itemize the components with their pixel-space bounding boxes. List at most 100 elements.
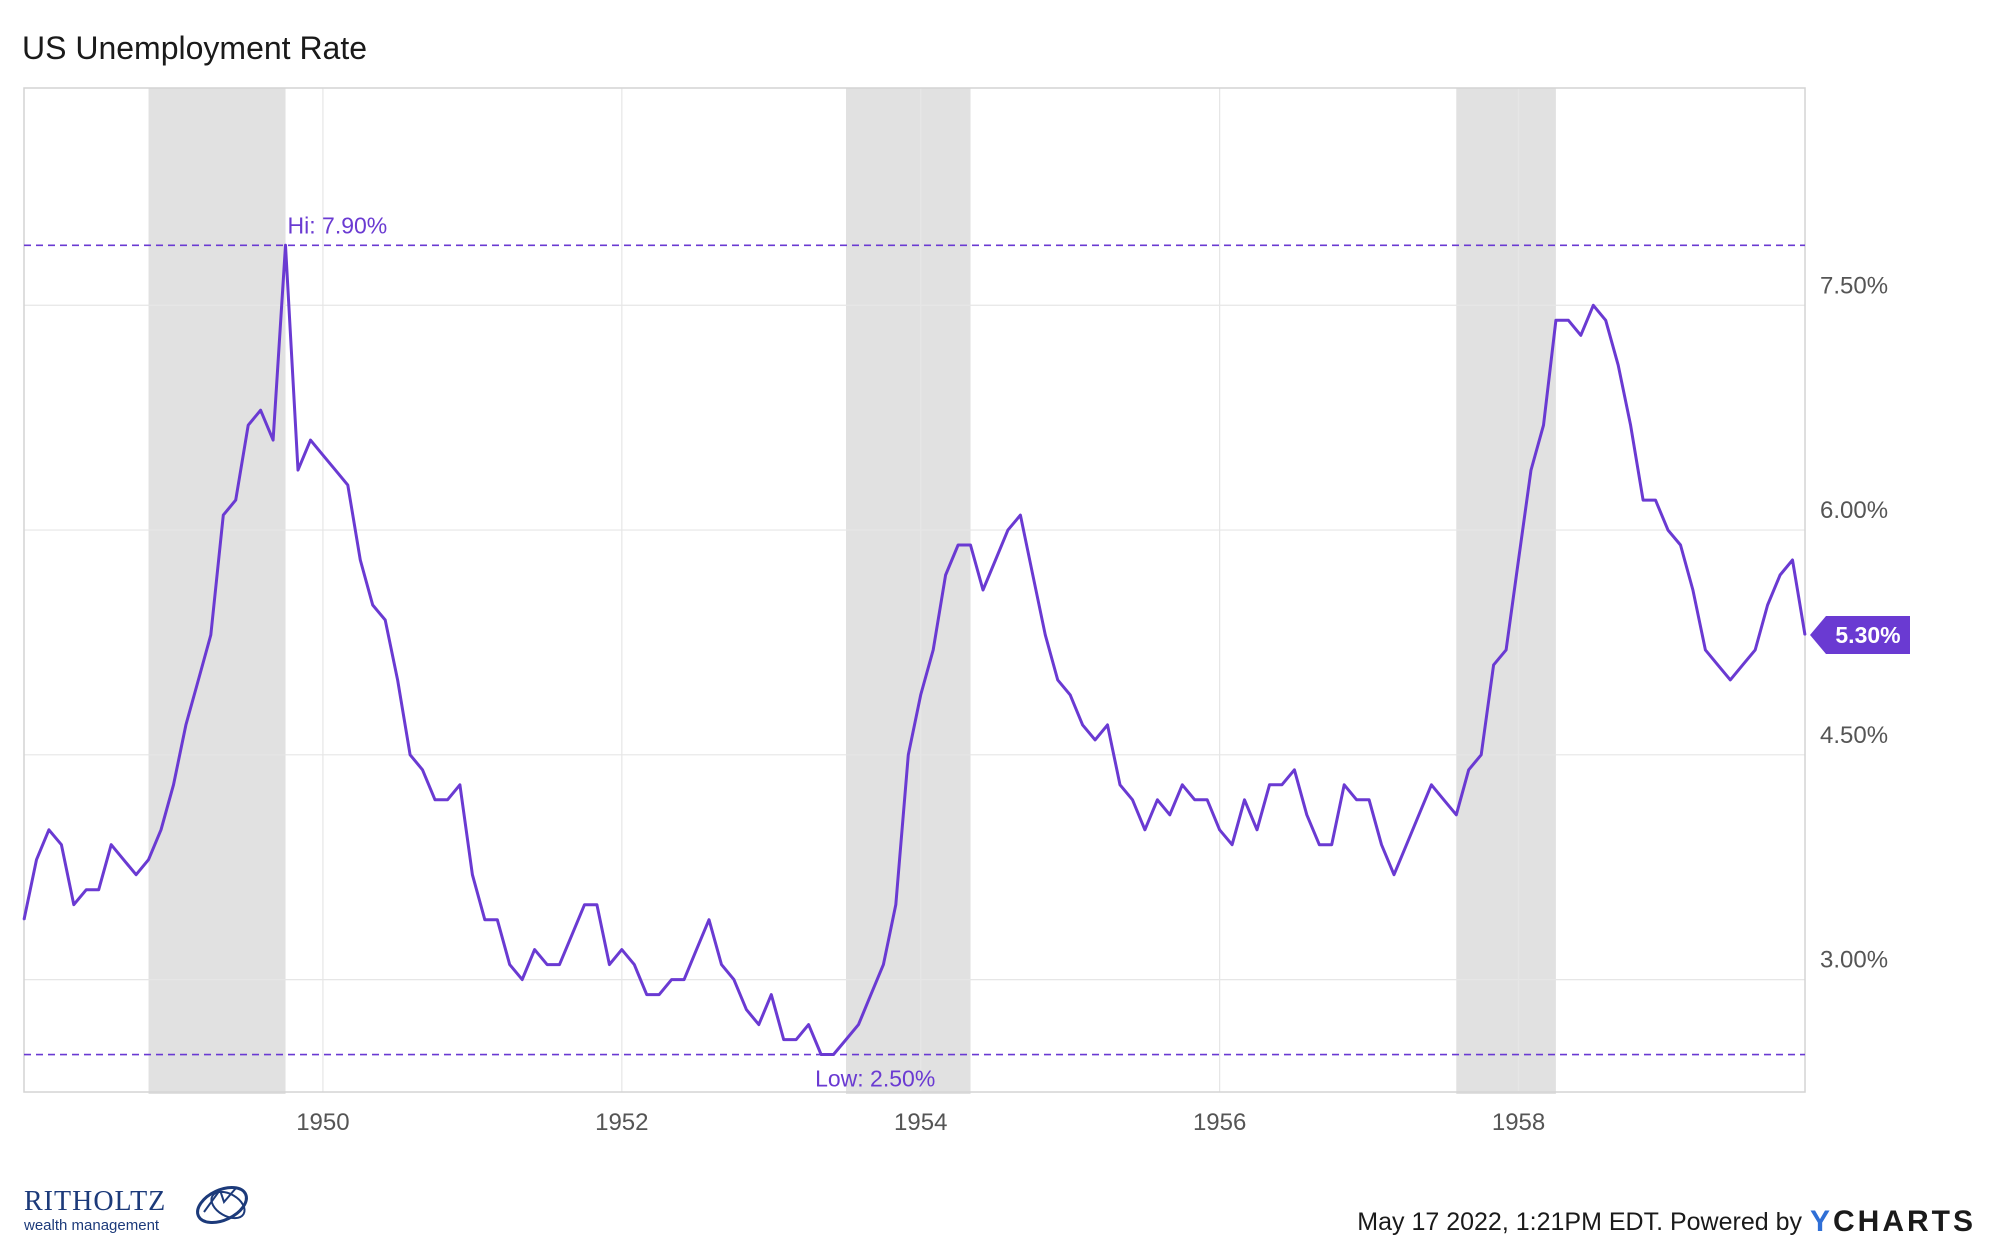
data-point — [396, 679, 399, 681]
data-point — [1542, 424, 1545, 426]
axis-labels: 3.00% 4.50% 6.00% 7.50% 1950 1952 1954 1956 1958 — [296, 272, 1888, 1136]
data-point — [1443, 798, 1445, 801]
data-point — [1791, 559, 1794, 561]
data-point — [1530, 469, 1532, 471]
data-point — [60, 843, 63, 846]
last-value-label: 5.30% — [1835, 622, 1900, 648]
data-point — [1368, 798, 1370, 801]
data-point — [1629, 424, 1632, 426]
data-point — [1330, 843, 1333, 846]
data-point — [1081, 724, 1084, 726]
high-annotation-label: Hi: 7.90% — [288, 212, 388, 238]
data-point — [1418, 813, 1420, 816]
data-point — [48, 828, 50, 831]
data-point — [297, 469, 299, 471]
data-point — [645, 993, 648, 996]
data-point — [670, 978, 673, 981]
x-tick-label: 1956 — [1193, 1109, 1246, 1136]
data-point — [1492, 664, 1495, 666]
data-point — [421, 769, 424, 771]
data-point — [1069, 694, 1071, 696]
data-point — [197, 679, 200, 681]
ycharts-logo-initial: Y — [1809, 1205, 1833, 1238]
series-layer — [22, 243, 1807, 1056]
data-point — [1094, 739, 1096, 741]
recession-band — [148, 88, 286, 1094]
data-point — [1604, 319, 1607, 322]
data-point — [533, 948, 536, 951]
data-point — [1306, 813, 1308, 816]
data-point — [247, 424, 249, 426]
y-tick-label: 6.00% — [1820, 497, 1888, 524]
logo-name: RITHOLTZ — [24, 1186, 167, 1217]
data-point — [758, 1023, 760, 1026]
logo-subtitle: wealth management — [24, 1217, 160, 1234]
data-point — [1131, 798, 1134, 801]
data-point — [1231, 843, 1233, 846]
logo-mark-icon — [196, 1186, 248, 1224]
x-tick-label: 1950 — [296, 1109, 349, 1136]
recession-bands — [148, 88, 1556, 1094]
data-point — [347, 484, 349, 486]
low-annotation-label: Low: 2.50% — [815, 1066, 935, 1092]
data-point — [1555, 319, 1557, 322]
series-line — [22, 243, 1807, 1056]
data-point — [820, 1053, 822, 1056]
data-point — [608, 963, 611, 966]
data-point — [23, 918, 25, 921]
data-point — [1480, 754, 1482, 756]
data-point — [1592, 304, 1595, 307]
data-point — [1218, 828, 1221, 831]
data-point — [1654, 499, 1657, 501]
data-point — [1754, 649, 1756, 651]
data-point — [222, 514, 225, 516]
data-point — [1642, 499, 1644, 501]
data-point — [633, 963, 636, 966]
data-point — [1455, 813, 1458, 816]
data-point — [1779, 574, 1781, 576]
data-point — [1380, 843, 1383, 846]
data-point — [1007, 529, 1009, 531]
data-point — [1156, 798, 1159, 801]
data-point — [546, 963, 548, 966]
data-point — [982, 589, 984, 591]
data-point — [1766, 604, 1769, 606]
data-point — [695, 948, 698, 951]
data-point — [683, 978, 685, 981]
data-point — [807, 1023, 810, 1026]
data-point — [434, 798, 436, 801]
data-point — [1281, 784, 1283, 786]
data-point — [1667, 529, 1669, 531]
data-point — [895, 903, 897, 906]
data-point — [1517, 559, 1520, 561]
recession-band — [846, 88, 971, 1094]
data-point — [284, 244, 287, 247]
data-point — [35, 858, 38, 861]
data-point — [135, 873, 137, 876]
data-point — [583, 903, 586, 906]
data-point — [857, 1023, 860, 1026]
data-point — [172, 784, 175, 786]
data-point — [994, 559, 997, 561]
data-point — [1019, 514, 1022, 516]
data-point — [944, 574, 947, 576]
ycharts-logo[interactable]: YCHARTS — [1810, 1205, 1976, 1239]
ycharts-logo-rest: CHARTS — [1833, 1205, 1976, 1238]
data-point — [508, 963, 511, 966]
chart-title: US Unemployment Rate — [22, 30, 368, 66]
data-point — [1692, 589, 1694, 591]
data-point — [1704, 649, 1707, 651]
data-point — [1032, 574, 1034, 576]
data-point — [832, 1053, 835, 1056]
data-point — [459, 784, 461, 786]
y-tick-label: 4.50% — [1820, 722, 1888, 749]
data-point — [1119, 784, 1121, 786]
data-point — [1405, 843, 1408, 846]
data-point — [1181, 784, 1184, 786]
data-point — [733, 978, 735, 981]
y-tick-label: 7.50% — [1820, 272, 1888, 299]
data-point — [1268, 784, 1271, 786]
data-point — [1206, 798, 1208, 801]
data-point — [147, 858, 150, 861]
